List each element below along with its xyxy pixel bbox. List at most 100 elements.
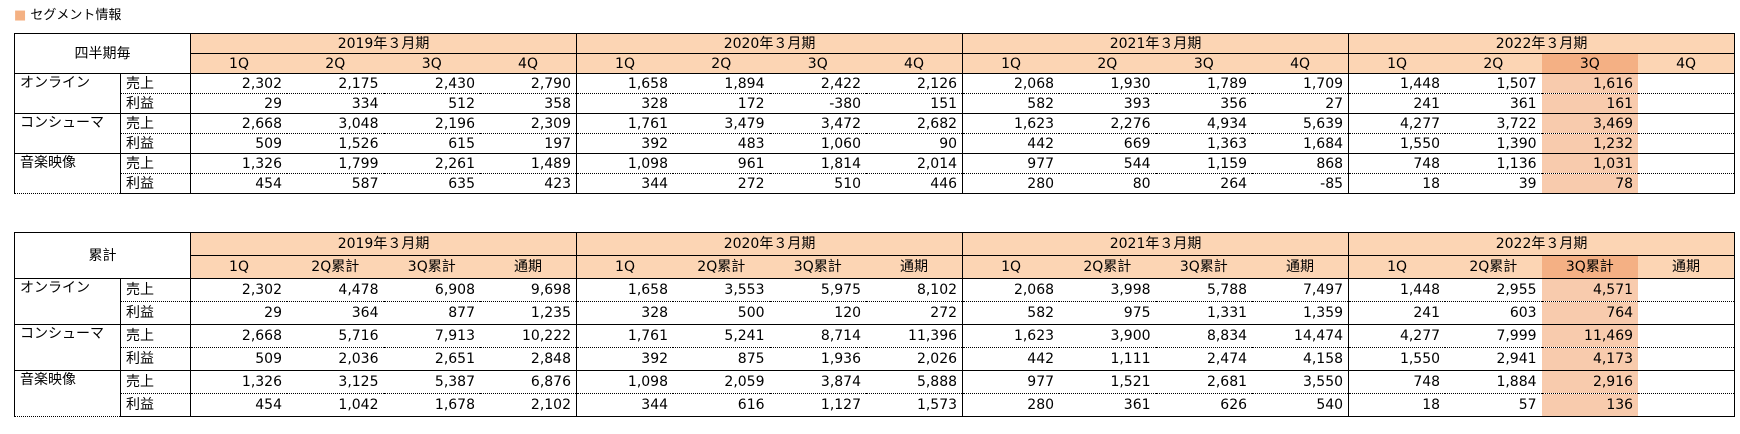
value-cell: 877	[383, 301, 480, 325]
value-cell: 90	[866, 133, 963, 154]
value-cell: 264	[1155, 173, 1253, 194]
value-cell: 603	[1445, 301, 1542, 325]
column-header: 1Q	[190, 255, 287, 279]
column-header: 3Q	[769, 53, 867, 74]
value-cell: 361	[1059, 393, 1156, 417]
value-cell: 272	[673, 173, 770, 194]
value-cell: 2,422	[769, 73, 867, 94]
value-cell: 241	[1348, 301, 1446, 325]
value-cell: 868	[1252, 153, 1349, 174]
value-cell: 483	[673, 133, 770, 154]
value-cell: 1,623	[962, 324, 1060, 348]
value-cell: 1,111	[1059, 347, 1156, 371]
column-header: 通期	[1638, 255, 1736, 279]
value-cell: 57	[1445, 393, 1542, 417]
value-cell: 172	[673, 93, 770, 114]
value-cell: 6,876	[480, 370, 577, 394]
data-row: 利益 509 2,036 2,651 2,848 392 875 1,936 2,026 442 1…	[15, 347, 1736, 371]
value-cell: 1,159	[1155, 153, 1253, 174]
column-header: 通期	[480, 255, 578, 279]
value-cell: 977	[962, 153, 1060, 174]
column-header: 2Q累計	[1059, 255, 1156, 279]
value-cell: -85	[1252, 173, 1349, 194]
column-header: 3Q累計	[383, 255, 480, 279]
value-cell: 509	[190, 347, 287, 371]
value-cell	[1638, 73, 1736, 94]
metric-label: 売上	[120, 324, 191, 348]
value-cell: 587	[287, 173, 384, 194]
header-label: 四半期毎	[14, 33, 191, 74]
header-row: 累計 2019年３月期 2020年３月期 2021年３月期 2022年３月期	[14, 232, 1736, 279]
value-cell: 361	[1445, 93, 1542, 114]
year-header: 2022年３月期	[1348, 33, 1736, 54]
value-cell: 2,276	[1059, 113, 1156, 134]
value-cell: 4,158	[1252, 347, 1349, 371]
value-cell: 136	[1541, 393, 1639, 417]
value-cell: 442	[962, 347, 1060, 371]
value-cell: 1,127	[769, 393, 867, 417]
value-cell: 764	[1541, 301, 1639, 325]
value-cell: 328	[576, 93, 674, 114]
value-cell: 512	[383, 93, 480, 114]
value-cell: 1,709	[1252, 73, 1349, 94]
value-cell: 961	[673, 153, 770, 174]
value-cell: 4,173	[1541, 347, 1639, 371]
value-cell: 14,474	[1252, 324, 1349, 348]
value-cell	[1638, 393, 1736, 417]
value-cell: 197	[480, 133, 577, 154]
value-cell: 1,326	[190, 370, 287, 394]
value-cell: 748	[1348, 153, 1446, 174]
column-header: 2Q累計	[287, 255, 384, 279]
column-header: 2Q	[673, 53, 770, 74]
column-header: 1Q	[576, 255, 674, 279]
value-cell: 582	[962, 93, 1060, 114]
value-cell: 5,639	[1252, 113, 1349, 134]
value-cell: 510	[769, 173, 867, 194]
value-cell: 18	[1348, 173, 1446, 194]
metric-label: 利益	[120, 133, 191, 154]
metric-label: 売上	[120, 153, 191, 174]
value-cell: 5,888	[866, 370, 963, 394]
value-cell: 2,668	[190, 324, 287, 348]
value-cell: 446	[866, 173, 963, 194]
value-cell	[1638, 370, 1736, 394]
value-cell: 5,716	[287, 324, 384, 348]
value-cell: 1,390	[1445, 133, 1542, 154]
segment-name: 音楽映像	[14, 370, 121, 417]
column-header: 3Q	[1155, 53, 1253, 74]
column-header: 4Q	[1252, 53, 1350, 74]
value-cell	[1638, 278, 1736, 302]
value-cell: 1,658	[576, 278, 674, 302]
value-cell: 29	[190, 93, 287, 114]
value-cell: 615	[383, 133, 480, 154]
value-cell: 1,526	[287, 133, 384, 154]
value-cell: 1,930	[1059, 73, 1156, 94]
value-cell: 5,975	[769, 278, 867, 302]
value-cell: 1,573	[866, 393, 963, 417]
column-header: 4Q	[1638, 53, 1736, 74]
segment-name: コンシューマ	[14, 113, 121, 154]
value-cell: 2,848	[480, 347, 577, 371]
value-cell: 1,098	[576, 153, 674, 174]
value-cell: 2,302	[190, 278, 287, 302]
value-cell: 2,068	[962, 278, 1060, 302]
value-cell: 1,616	[1541, 73, 1639, 94]
value-cell	[1638, 301, 1736, 325]
value-cell: 1,136	[1445, 153, 1542, 174]
value-cell: 540	[1252, 393, 1349, 417]
value-cell: 2,302	[190, 73, 287, 94]
value-cell: 1,623	[962, 113, 1060, 134]
value-cell: 616	[673, 393, 770, 417]
header-label: 累計	[14, 232, 191, 279]
column-header: 2Q累計	[673, 255, 770, 279]
data-row: 利益 29 364 877 1,235 328 500 120 272 582 975 1,331 1,…	[15, 301, 1736, 325]
column-header: 4Q	[480, 53, 578, 74]
value-cell: 4,277	[1348, 113, 1446, 134]
value-cell: 2,196	[383, 113, 480, 134]
value-cell: 3,550	[1252, 370, 1349, 394]
value-cell: 4,934	[1155, 113, 1253, 134]
value-cell: 280	[962, 393, 1060, 417]
value-cell: 2,668	[190, 113, 287, 134]
value-cell: 2,059	[673, 370, 770, 394]
value-cell: 364	[287, 301, 384, 325]
